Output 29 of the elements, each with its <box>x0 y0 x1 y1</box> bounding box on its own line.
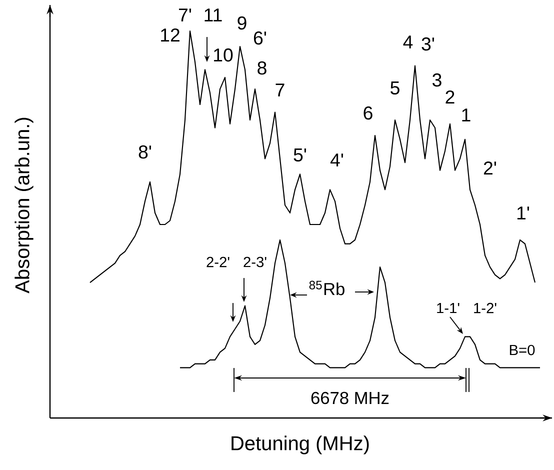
annotation: 5 <box>390 81 400 95</box>
y-axis-title: Absorption (arb.un.) <box>14 118 34 294</box>
annotation: 1 <box>462 108 470 122</box>
annotation: 6678 MHz <box>311 392 389 404</box>
x-axis-title: Detuning (MHz) <box>232 436 369 454</box>
annotation: 1-1' <box>437 302 460 314</box>
annotation: 7 <box>276 84 284 96</box>
annotation: 8 <box>258 61 266 75</box>
annotation: 6 <box>364 106 372 120</box>
annotation: 3' <box>422 37 434 51</box>
annotation: 5' <box>294 148 306 162</box>
annotation: 2 <box>446 90 454 104</box>
annotation: 4 <box>403 36 413 48</box>
annotation: 12 <box>161 28 180 42</box>
annotation: 6' <box>254 31 266 45</box>
annotation: 2-3' <box>244 256 266 268</box>
annotation: 4' <box>330 154 344 166</box>
annotation: 3 <box>432 73 442 87</box>
annotation: B=0 <box>510 344 535 356</box>
annotation: 2' <box>484 161 496 175</box>
annotation: $^{85}$Rb <box>309 280 344 296</box>
text: 7' <box>178 8 192 22</box>
annotation: 1-2' <box>474 302 496 314</box>
annotation: 10 <box>214 48 233 62</box>
annotation: 2-2' <box>206 256 230 268</box>
annotation: 1' <box>517 206 530 220</box>
text: 11 <box>204 8 222 22</box>
annotation: 8' <box>138 145 152 159</box>
text: 9 <box>238 16 246 30</box>
